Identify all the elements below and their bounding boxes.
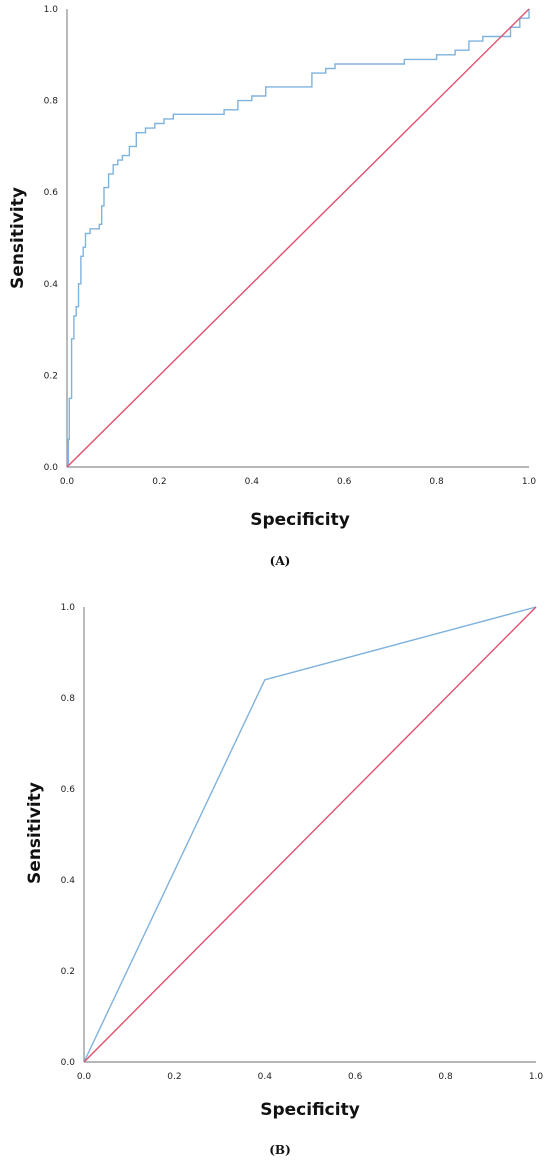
x-tick-label: 0.8 bbox=[429, 477, 444, 487]
x-tick-label: 0.0 bbox=[77, 1072, 92, 1082]
y-axis-title: Sensitivity bbox=[8, 187, 28, 289]
x-tick-label: 0.6 bbox=[348, 1072, 363, 1082]
x-tick-label: 0.4 bbox=[245, 477, 260, 487]
x-axis-title: Specificity bbox=[250, 510, 350, 530]
reference-line bbox=[83, 606, 537, 1063]
x-tick-label: 1.0 bbox=[529, 1072, 544, 1082]
x-tick-label: 0.2 bbox=[152, 477, 166, 487]
plot-area-b bbox=[83, 606, 537, 1063]
roc-chart-b: 0.0 0.2 0.4 0.6 0.8 1.0 0.0 0.2 0.4 0.6 … bbox=[25, 603, 543, 1157]
panel-label: (A) bbox=[270, 554, 291, 568]
plot-area-a bbox=[66, 8, 530, 468]
x-ticks-b: 0.0 0.2 0.4 0.6 0.8 1.0 bbox=[77, 1072, 544, 1082]
y-tick-label: 0.2 bbox=[61, 967, 75, 977]
x-tick-label: 0.4 bbox=[258, 1072, 273, 1082]
y-ticks-a: 0.0 0.2 0.4 0.6 0.8 1.0 bbox=[44, 5, 59, 473]
roc-curve bbox=[67, 9, 530, 468]
y-tick-label: 0.6 bbox=[44, 188, 59, 198]
x-ticks-a: 0.0 0.2 0.4 0.6 0.8 1.0 bbox=[60, 477, 537, 487]
y-tick-label: 1.0 bbox=[61, 603, 76, 613]
y-tick-label: 1.0 bbox=[44, 5, 59, 15]
y-axis-title: Sensitivity bbox=[25, 782, 45, 884]
y-tick-label: 0.8 bbox=[61, 694, 76, 704]
panel-label: (B) bbox=[269, 1143, 291, 1157]
y-tick-label: 0.4 bbox=[61, 876, 76, 886]
y-ticks-b: 0.0 0.2 0.4 0.6 0.8 1.0 bbox=[61, 603, 76, 1068]
y-tick-label: 0.6 bbox=[61, 785, 76, 795]
x-tick-label: 1.0 bbox=[522, 477, 537, 487]
roc-chart-a: 0.0 0.2 0.4 0.6 0.8 1.0 0.0 0.2 0.4 0.6 … bbox=[8, 5, 536, 568]
x-tick-label: 0.0 bbox=[60, 477, 75, 487]
y-tick-label: 0.8 bbox=[44, 97, 59, 107]
x-tick-label: 0.2 bbox=[167, 1072, 181, 1082]
x-tick-label: 0.8 bbox=[438, 1072, 453, 1082]
y-tick-label: 0.0 bbox=[44, 463, 59, 473]
reference-line bbox=[66, 8, 530, 468]
y-tick-label: 0.4 bbox=[44, 280, 59, 290]
x-tick-label: 0.6 bbox=[337, 477, 352, 487]
y-tick-label: 0.2 bbox=[44, 371, 58, 381]
x-axis-title: Specificity bbox=[260, 1100, 360, 1120]
roc-curve bbox=[83, 606, 537, 1063]
y-tick-label: 0.0 bbox=[61, 1058, 76, 1068]
